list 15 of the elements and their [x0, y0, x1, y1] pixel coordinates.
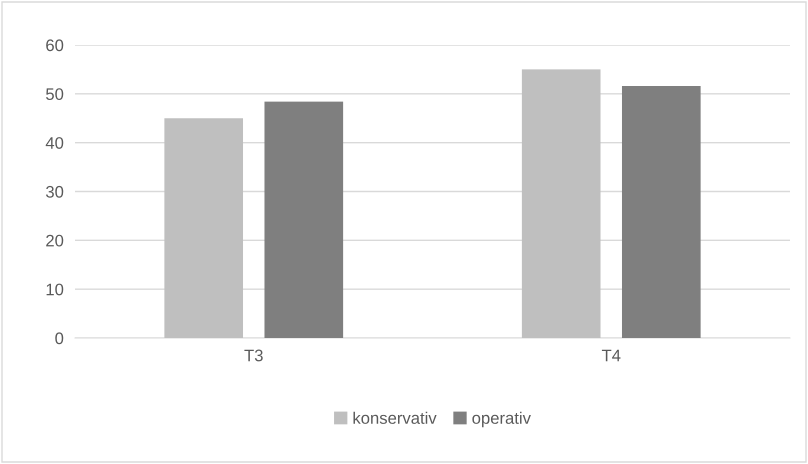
- bar: [164, 118, 244, 338]
- y-tick-label: 50: [46, 88, 64, 100]
- y-tick-label: 10: [46, 284, 64, 296]
- x-tick-label: T3: [244, 350, 263, 362]
- bar: [522, 69, 601, 338]
- y-tick-label: 0: [55, 332, 64, 344]
- y-tick-label: 20: [46, 234, 64, 247]
- bar: [264, 102, 344, 338]
- y-tick-label: 40: [46, 137, 64, 149]
- y-tick-label: 60: [46, 39, 64, 52]
- legend-label: konservativ: [354, 412, 437, 424]
- bar: [622, 86, 701, 338]
- legend-label: operativ: [472, 412, 531, 428]
- y-tick-label: 30: [46, 186, 64, 198]
- x-tick-label: T4: [602, 350, 620, 362]
